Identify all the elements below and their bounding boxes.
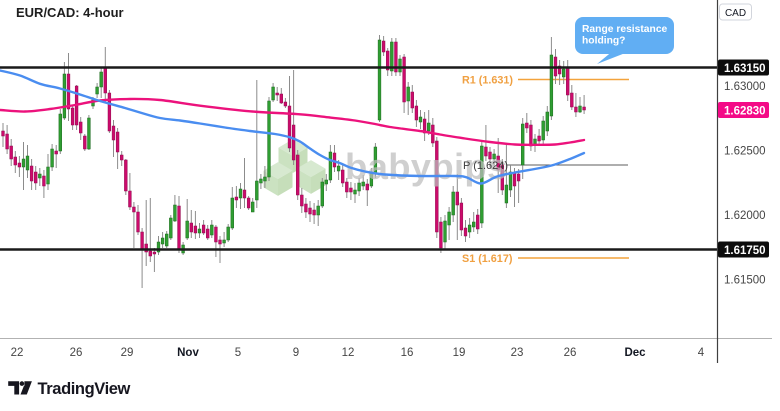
svg-text:holding?: holding? — [582, 35, 625, 46]
svg-text:19: 19 — [453, 347, 466, 359]
svg-text:CAD: CAD — [725, 8, 746, 19]
svg-text:1.61500: 1.61500 — [724, 274, 766, 286]
svg-text:22: 22 — [11, 347, 24, 359]
svg-text:1.62000: 1.62000 — [724, 210, 766, 222]
svg-text:P (1.624): P (1.624) — [463, 160, 508, 172]
svg-text:26: 26 — [564, 347, 577, 359]
svg-text:TradingView: TradingView — [38, 380, 131, 398]
svg-text:EUR/CAD: 4-hour: EUR/CAD: 4-hour — [16, 5, 124, 20]
svg-text:4: 4 — [698, 347, 705, 359]
svg-text:9: 9 — [293, 347, 299, 359]
svg-text:babypips: babypips — [345, 146, 508, 187]
svg-text:R1 (1.631): R1 (1.631) — [462, 75, 513, 87]
svg-text:29: 29 — [121, 347, 134, 359]
svg-text:Nov: Nov — [177, 347, 199, 359]
svg-text:S1 (1.617): S1 (1.617) — [462, 253, 513, 265]
svg-text:1.62830: 1.62830 — [724, 105, 766, 117]
svg-text:Range resistance: Range resistance — [582, 24, 668, 35]
svg-text:1.62500: 1.62500 — [724, 145, 766, 157]
svg-text:16: 16 — [401, 347, 414, 359]
svg-text:Dec: Dec — [624, 347, 646, 359]
svg-text:5: 5 — [235, 347, 241, 359]
svg-text:23: 23 — [511, 347, 524, 359]
svg-text:1.63150: 1.63150 — [724, 63, 766, 75]
svg-text:26: 26 — [70, 347, 83, 359]
svg-text:12: 12 — [342, 347, 355, 359]
svg-text:1.63000: 1.63000 — [724, 81, 766, 93]
svg-text:1.61750: 1.61750 — [724, 245, 766, 257]
